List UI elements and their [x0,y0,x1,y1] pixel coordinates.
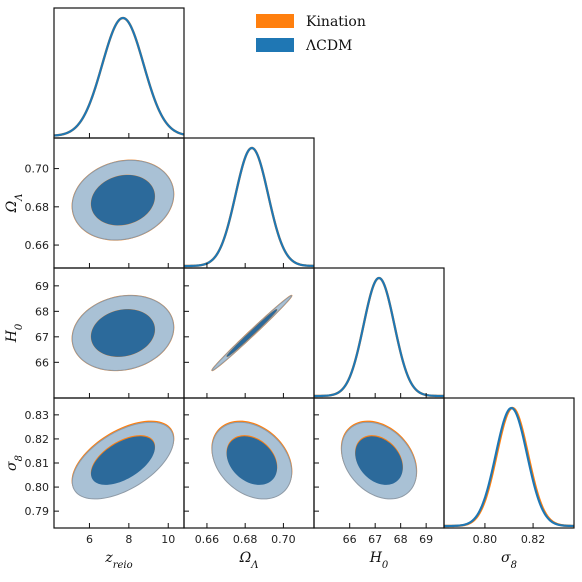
contour-inner-lcdm-z_reio-sigma8 [90,436,155,485]
posterior-kination-z_reio [53,16,185,137]
x-tick-label-H0-2: 68 [394,533,408,546]
x-tick-label-H0-0: 66 [343,533,357,546]
y-tick-label-Omega_Lambda-2: 0.70 [25,163,50,176]
panel-frame-sigma8-sigma8 [443,397,575,529]
x-tick-label-Omega_Lambda-1: 0.68 [233,533,258,546]
y-tick-label-H0-3: 69 [35,280,49,293]
posterior-kination-sigma8 [444,406,575,528]
x-tick-label-z_reio-2: 10 [161,533,175,546]
panel-frame-H0-H0 [313,267,445,399]
contour-inner-lcdm-Omega_Lambda-H0 [226,309,278,357]
x-axis-label-z_reio: zreio [104,550,132,571]
legend: Kination ΛCDM [256,14,366,54]
posterior-kination-H0 [313,276,445,398]
x-tick-label-z_reio-1: 8 [125,533,132,546]
posterior-cdm-Omega_Lambda [183,146,315,268]
y-tick-label-H0-0: 66 [35,356,49,369]
contour-inner-lcdm-z_reio-Omega_Lambda [90,174,155,226]
legend-label-kination: Kination [306,14,366,30]
x-tick-label-sigma8-1: 0.82 [521,533,546,546]
y-tick-label-sigma8-3: 0.82 [25,433,50,446]
x-axis-label-sigma8: σ8 [501,550,517,571]
contour-inner-lcdm-H0-sigma8 [355,436,403,485]
y-tick-label-sigma8-1: 0.80 [25,481,50,494]
y-tick-label-Omega_Lambda-0: 0.66 [25,239,50,252]
posterior-cdm-sigma8 [444,406,575,528]
x-axis-label-Omega_Lambda: ΩΛ [239,550,259,571]
y-axis-label-sigma8: σ8 [4,455,25,471]
legend-swatch-lcdm [256,38,294,52]
x-axis-label-H0: H0 [369,550,389,571]
y-tick-label-sigma8-4: 0.83 [25,409,50,422]
y-tick-label-Omega_Lambda-1: 0.68 [25,201,50,214]
posterior-cdm-H0 [313,276,445,398]
contour-inner-lcdm-Omega_Lambda-sigma8 [226,436,278,485]
legend-swatch-kination [256,14,294,28]
x-tick-label-z_reio-0: 6 [86,533,93,546]
y-tick-label-H0-2: 68 [35,305,49,318]
x-tick-label-H0-3: 69 [419,533,433,546]
y-tick-label-sigma8-2: 0.81 [25,457,50,470]
x-tick-label-sigma8-0: 0.80 [473,533,498,546]
panel-frame-Omega_Lambda-Omega_Lambda [183,137,315,269]
x-tick-label-Omega_Lambda-2: 0.70 [271,533,296,546]
y-tick-label-sigma8-0: 0.79 [25,505,50,518]
contour-inner-lcdm-z_reio-H0 [90,309,155,357]
posterior-kination-Omega_Lambda [183,146,315,268]
x-tick-label-Omega_Lambda-0: 0.66 [195,533,220,546]
y-axis-label-H0: H0 [4,323,25,343]
x-tick-label-H0-1: 67 [368,533,382,546]
posterior-cdm-z_reio [53,16,185,137]
y-tick-label-H0-1: 67 [35,331,49,344]
y-axis-label-Omega_Lambda: ΩΛ [4,194,25,214]
legend-label-lcdm: ΛCDM [305,38,352,54]
